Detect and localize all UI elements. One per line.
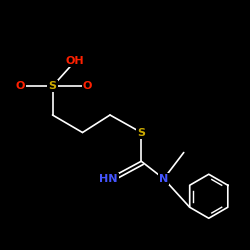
Text: O: O xyxy=(83,81,92,91)
Text: HN: HN xyxy=(100,174,118,184)
Text: S: S xyxy=(48,81,56,91)
Text: S: S xyxy=(137,128,145,138)
Text: OH: OH xyxy=(66,56,84,66)
Text: N: N xyxy=(159,174,168,184)
Text: O: O xyxy=(15,81,25,91)
